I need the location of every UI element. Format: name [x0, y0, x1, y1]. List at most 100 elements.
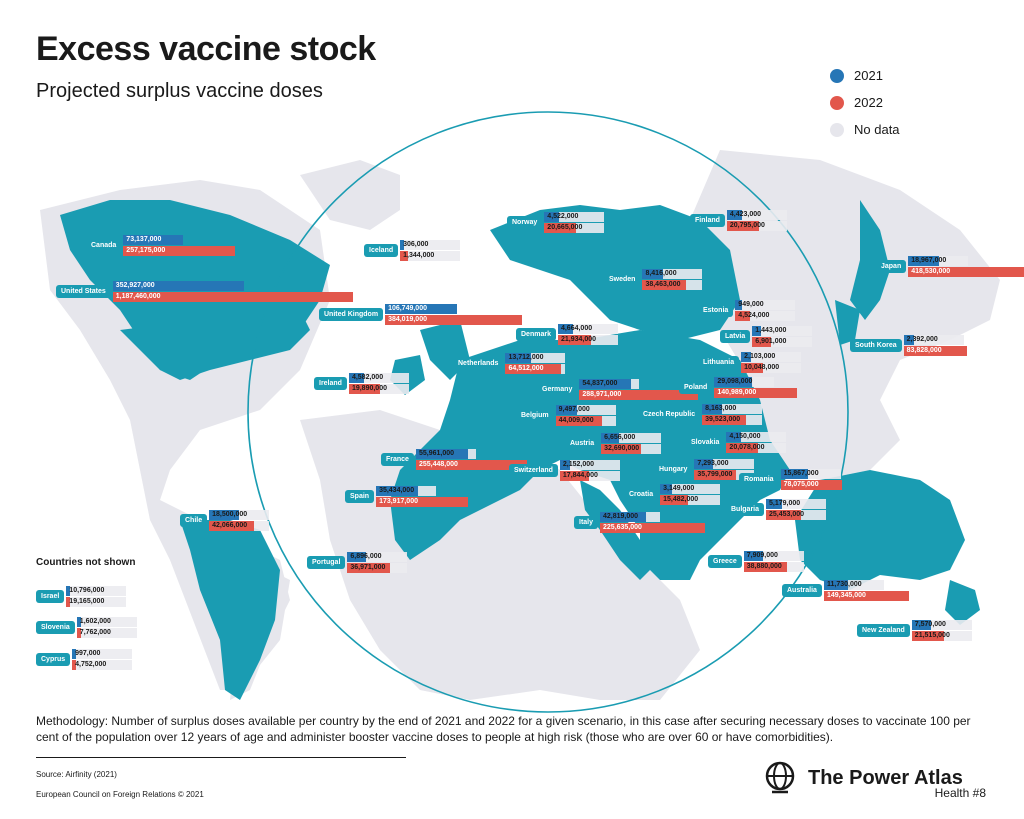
bar-2022: 4,752,000: [72, 659, 133, 670]
bar-fill-2021: [209, 509, 240, 520]
bar-2021: 6,896,000: [347, 551, 408, 562]
bar-fill-2022: [642, 279, 686, 290]
value-label: 15,482,000: [663, 495, 699, 503]
value-label: 2,152,000: [562, 460, 595, 468]
bar-fill-2021: [823, 579, 848, 590]
value-label: 106,749,000: [388, 304, 427, 312]
bar-2021: 2,152,000: [559, 459, 620, 470]
value-label: 42,066,000: [212, 521, 248, 529]
bar-fill-2022: [911, 630, 945, 641]
value-label: 73,137,000: [126, 235, 162, 243]
bar-2022: 21,515,000: [911, 630, 972, 641]
bar-fill-2021: [735, 299, 743, 310]
country-label: Estonia 949,000 4,524,000: [698, 297, 796, 323]
value-label: 2,392,000: [906, 335, 938, 343]
value-label: 38,463,000: [645, 280, 681, 288]
country-label: Slovakia 4,150,000 20,078,000: [686, 429, 787, 455]
country-name: Slovenia: [36, 620, 75, 634]
country-label: Romania 15,867,000 78,075,000: [739, 466, 843, 492]
bar-2022: 36,971,000: [347, 562, 408, 573]
bar-2022: 6,901,000: [752, 336, 813, 347]
bar-fill-2021: [702, 403, 723, 414]
country-name: South Korea: [850, 338, 902, 352]
country-label: Latvia 1,443,000 6,901,000: [720, 323, 813, 349]
bar-fill-2022: [908, 266, 1024, 277]
country-name: Slovakia: [686, 435, 725, 449]
bar-fill-2021: [642, 268, 663, 279]
value-label: 4,752,000: [75, 660, 107, 668]
value-label: 418,530,000: [911, 267, 951, 275]
bar-fill-2021: [694, 458, 714, 469]
bar-fill-2022: [72, 659, 77, 670]
copyright-note: European Council on Foreign Relations © …: [36, 790, 204, 799]
country-label: New Zealand 7,570,000 21,515,000: [857, 617, 972, 643]
bar-fill-2022: [601, 443, 641, 454]
bar-2021: 42,819,000: [600, 511, 705, 522]
country-name: Estonia: [698, 303, 734, 317]
bar-2021: 7,909,000: [743, 550, 804, 561]
value-label: 4,522,000: [547, 212, 579, 220]
value-label: 6,656,000: [604, 433, 636, 441]
country-name: Netherlands: [453, 356, 504, 370]
value-label: 19,165,000: [69, 597, 105, 605]
bar-fill-2021: [911, 619, 931, 630]
bar-2021: 10,796,000: [66, 585, 127, 596]
bar-fill-2022: [112, 291, 353, 302]
country-label: Poland 29,098,000 140,989,000: [679, 374, 798, 400]
value-label: 384,019,000: [388, 315, 427, 323]
bar-2021: 73,137,000: [123, 234, 235, 245]
country-label: France 55,961,000 255,448,000: [381, 446, 528, 472]
country-label: Switzerland 2,152,000 17,844,000: [509, 457, 620, 483]
bar-fill-2021: [726, 209, 742, 220]
value-label: 18,500,000: [212, 510, 248, 518]
country-name: Finland: [690, 213, 725, 227]
country-label: Germany 54,837,000 288,971,000: [537, 376, 698, 402]
legend-item-2021: 2021: [830, 62, 900, 89]
bar-fill-2022: [385, 314, 522, 325]
bar-2022: 25,453,000: [766, 509, 827, 520]
bar-fill-2022: [376, 496, 468, 507]
country-name: Switzerland: [509, 463, 558, 477]
country-label: Sweden 8,416,000 38,463,000: [604, 266, 703, 292]
bar-fill-2021: [557, 323, 573, 334]
value-label: 8,416,000: [645, 269, 677, 277]
value-label: 8,163,000: [705, 404, 737, 412]
bar-fill-2022: [780, 479, 843, 490]
bar-2021: 6,656,000: [601, 432, 662, 443]
bar-fill-2021: [780, 468, 809, 479]
bar-fill-2022: [735, 310, 751, 321]
bar-2022: 10,048,000: [741, 362, 802, 373]
bar-fill-2021: [123, 234, 183, 245]
bar-2021: 29,098,000: [714, 376, 797, 387]
value-label: 352,927,000: [115, 281, 155, 289]
legend-item-2022: 2022: [830, 89, 900, 116]
value-label: 21,515,000: [914, 631, 950, 639]
bar-fill-2021: [544, 211, 560, 222]
bar-2022: 7,762,000: [76, 627, 137, 638]
bar-2022: 288,971,000: [579, 389, 698, 400]
value-label: 44,009,000: [558, 416, 594, 424]
value-label: 4,524,000: [738, 311, 770, 319]
bar-fill-2021: [714, 376, 752, 387]
country-name: Ireland: [314, 376, 347, 390]
value-label: 17,844,000: [562, 471, 598, 479]
value-label: 20,795,000: [729, 221, 765, 229]
country-name: Bulgaria: [726, 502, 765, 516]
value-label: 15,867,000: [783, 469, 819, 477]
value-label: 4,423,000: [729, 210, 762, 218]
bar-2022: 418,530,000: [908, 266, 1024, 277]
not-shown-heading: Countries not shown: [36, 557, 136, 568]
bar-2021: 2,392,000: [903, 334, 968, 345]
bar-2021: 7,570,000: [911, 619, 972, 630]
chart-subtitle: Projected surplus vaccine doses: [36, 80, 323, 102]
bar-fill-2022: [347, 562, 390, 573]
value-label: 10,048,000: [744, 363, 780, 371]
value-label: 1,443,000: [755, 326, 787, 334]
bar-2021: 13,712,000: [505, 352, 566, 363]
bar-2022: 225,635,000: [600, 522, 705, 533]
bar-2022: 1,187,460,000: [112, 291, 353, 302]
bar-fill-2022: [555, 415, 602, 426]
divider: [36, 757, 406, 758]
value-label: 1,602,000: [79, 617, 111, 625]
value-label: 42,819,000: [603, 512, 639, 520]
